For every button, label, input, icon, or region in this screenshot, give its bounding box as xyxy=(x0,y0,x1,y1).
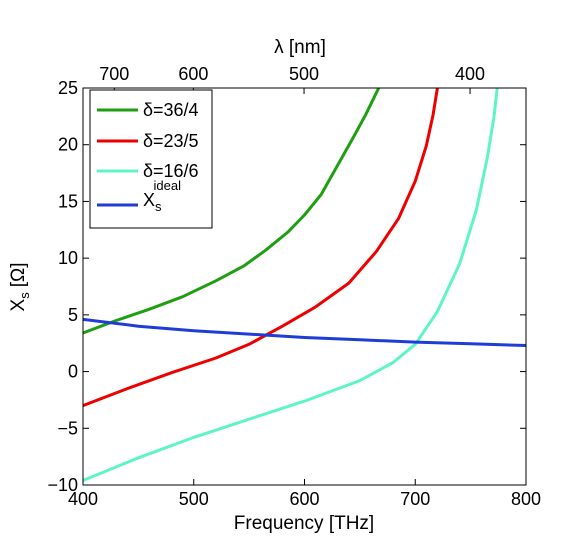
x-tick-label: 800 xyxy=(511,489,541,509)
legend-entry-2: δ=23/5 xyxy=(143,131,199,151)
y-tick-label: 10 xyxy=(58,248,78,268)
top-tick-label: 600 xyxy=(178,64,208,84)
series-line-4 xyxy=(83,317,526,347)
legend-entry-4: Xs ideal xyxy=(143,178,181,214)
legend: δ=36/4 δ=23/5 δ=16/6 Xs ideal xyxy=(89,89,213,229)
legend-entry-4-sub: s xyxy=(155,199,162,214)
legend-entry-4-main: X xyxy=(143,190,155,210)
top-tick-label: 700 xyxy=(99,64,129,84)
y-tick-label: 25 xyxy=(58,78,78,98)
x-tick-label: 700 xyxy=(400,489,430,509)
y-axis-label: Xs [Ω] xyxy=(8,263,32,312)
x-tick-label: 600 xyxy=(289,489,319,509)
top-tick-label: 400 xyxy=(455,64,485,84)
tick-labels: 400 500 600 700 800 −10 −5 0 5 10 15 20 25 700 600 500 4… xyxy=(47,64,541,509)
y-tick-label: 20 xyxy=(58,135,78,155)
tick-marks xyxy=(82,87,527,486)
y-tick-label: −5 xyxy=(57,418,78,438)
series-line-2 xyxy=(83,88,439,408)
y-tick-label: 5 xyxy=(68,305,78,325)
x-axis-label: Frequency [THz] xyxy=(234,513,374,534)
y-axis-label-main: X xyxy=(8,298,29,311)
series-line-1 xyxy=(83,88,381,335)
x-tick-label: 400 xyxy=(68,489,98,509)
legend-entry-4-sup: ideal xyxy=(154,178,182,193)
top-axis-label: λ [nm] xyxy=(274,37,326,58)
top-tick-label: 500 xyxy=(289,64,319,84)
legend-entry-3: δ=16/6 xyxy=(143,161,199,181)
y-axis-label-unit: [Ω] xyxy=(8,263,29,288)
series-line-3 xyxy=(83,88,499,482)
y-axis-label-sub: s xyxy=(17,292,32,299)
x-tick-label: 500 xyxy=(179,489,209,509)
series-lines xyxy=(83,88,526,482)
y-tick-label: −10 xyxy=(47,475,78,495)
y-tick-label: 0 xyxy=(68,362,78,382)
legend-entry-1: δ=36/4 xyxy=(143,100,199,120)
y-tick-label: 15 xyxy=(58,191,78,211)
